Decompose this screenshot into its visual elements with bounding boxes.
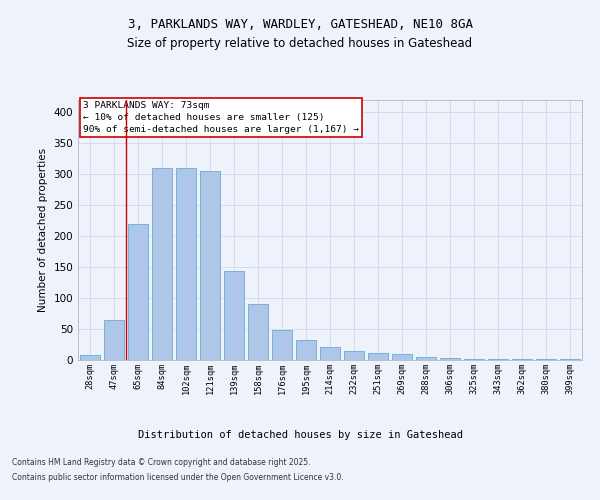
Bar xyxy=(368,353,388,360)
Text: 3, PARKLANDS WAY, WARDLEY, GATESHEAD, NE10 8GA: 3, PARKLANDS WAY, WARDLEY, GATESHEAD, NE… xyxy=(128,18,473,30)
Text: 3 PARKLANDS WAY: 73sqm
← 10% of detached houses are smaller (125)
90% of semi-de: 3 PARKLANDS WAY: 73sqm ← 10% of detached… xyxy=(83,102,359,134)
Bar xyxy=(248,304,268,360)
Bar xyxy=(224,272,244,360)
Text: Distribution of detached houses by size in Gateshead: Distribution of detached houses by size … xyxy=(137,430,463,440)
Bar xyxy=(104,320,124,360)
Bar xyxy=(296,340,316,360)
Bar xyxy=(392,354,412,360)
Bar xyxy=(440,358,460,360)
Bar xyxy=(200,171,220,360)
Bar xyxy=(128,224,148,360)
Text: Contains public sector information licensed under the Open Government Licence v3: Contains public sector information licen… xyxy=(12,473,344,482)
Bar xyxy=(320,347,340,360)
Bar xyxy=(416,357,436,360)
Bar xyxy=(176,168,196,360)
Y-axis label: Number of detached properties: Number of detached properties xyxy=(38,148,48,312)
Text: Size of property relative to detached houses in Gateshead: Size of property relative to detached ho… xyxy=(127,38,473,51)
Bar xyxy=(488,359,508,360)
Text: Contains HM Land Registry data © Crown copyright and database right 2025.: Contains HM Land Registry data © Crown c… xyxy=(12,458,311,467)
Bar xyxy=(344,352,364,360)
Bar xyxy=(152,168,172,360)
Bar xyxy=(464,359,484,360)
Bar xyxy=(560,359,580,360)
Bar xyxy=(80,355,100,360)
Bar xyxy=(272,330,292,360)
